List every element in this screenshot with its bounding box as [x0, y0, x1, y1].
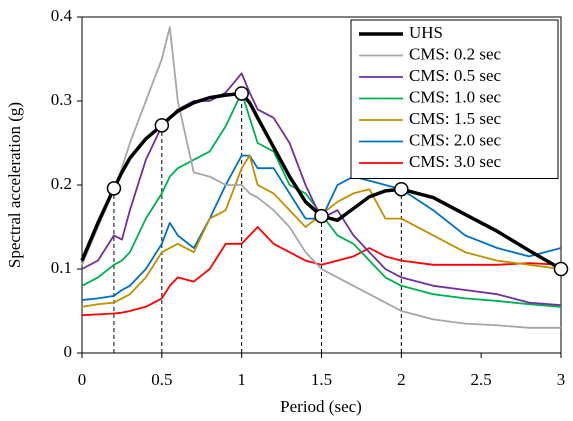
y-axis-label: Spectral acceleration (g) [5, 102, 24, 268]
uhs-marker [234, 86, 249, 101]
y-tick-label: 0.3 [51, 90, 72, 109]
legend-label: CMS: 1.0 sec [409, 87, 502, 106]
legend-label: UHS [409, 23, 443, 42]
y-tick-label: 0 [64, 342, 73, 361]
legend-label: CMS: 2.0 sec [409, 130, 502, 149]
y-tick-label: 0.1 [51, 258, 72, 277]
uhs-marker [154, 118, 170, 133]
legend-label: CMS: 0.5 sec [409, 66, 502, 85]
x-tick-label: 1.5 [311, 370, 332, 389]
uhs-marker [394, 181, 409, 197]
x-tick-label: 2.5 [471, 370, 492, 389]
series-line [80, 91, 562, 271]
series-line [81, 154, 562, 301]
series-line [81, 26, 561, 329]
series-line [81, 154, 562, 308]
series-line [81, 72, 562, 307]
x-tick-label: 0 [78, 370, 87, 389]
y-tick-label: 0.2 [51, 174, 72, 193]
x-axis-label: Period (sec) [280, 397, 362, 416]
x-tick-label: 2 [397, 370, 406, 389]
legend-label: CMS: 3.0 sec [409, 152, 502, 171]
uhs-marker [553, 261, 569, 277]
y-tick-label: 0.4 [51, 6, 73, 25]
legend-label: CMS: 1.5 sec [409, 109, 502, 128]
x-tick-label: 0.5 [151, 370, 172, 389]
uhs-marker [106, 181, 122, 196]
x-tick-label: 3 [557, 370, 566, 389]
series-line [81, 91, 562, 308]
x-tick-label: 1 [237, 370, 246, 389]
uhs-marker [314, 208, 329, 224]
series-line [81, 226, 562, 317]
legend-label: CMS: 0.2 sec [409, 44, 502, 63]
